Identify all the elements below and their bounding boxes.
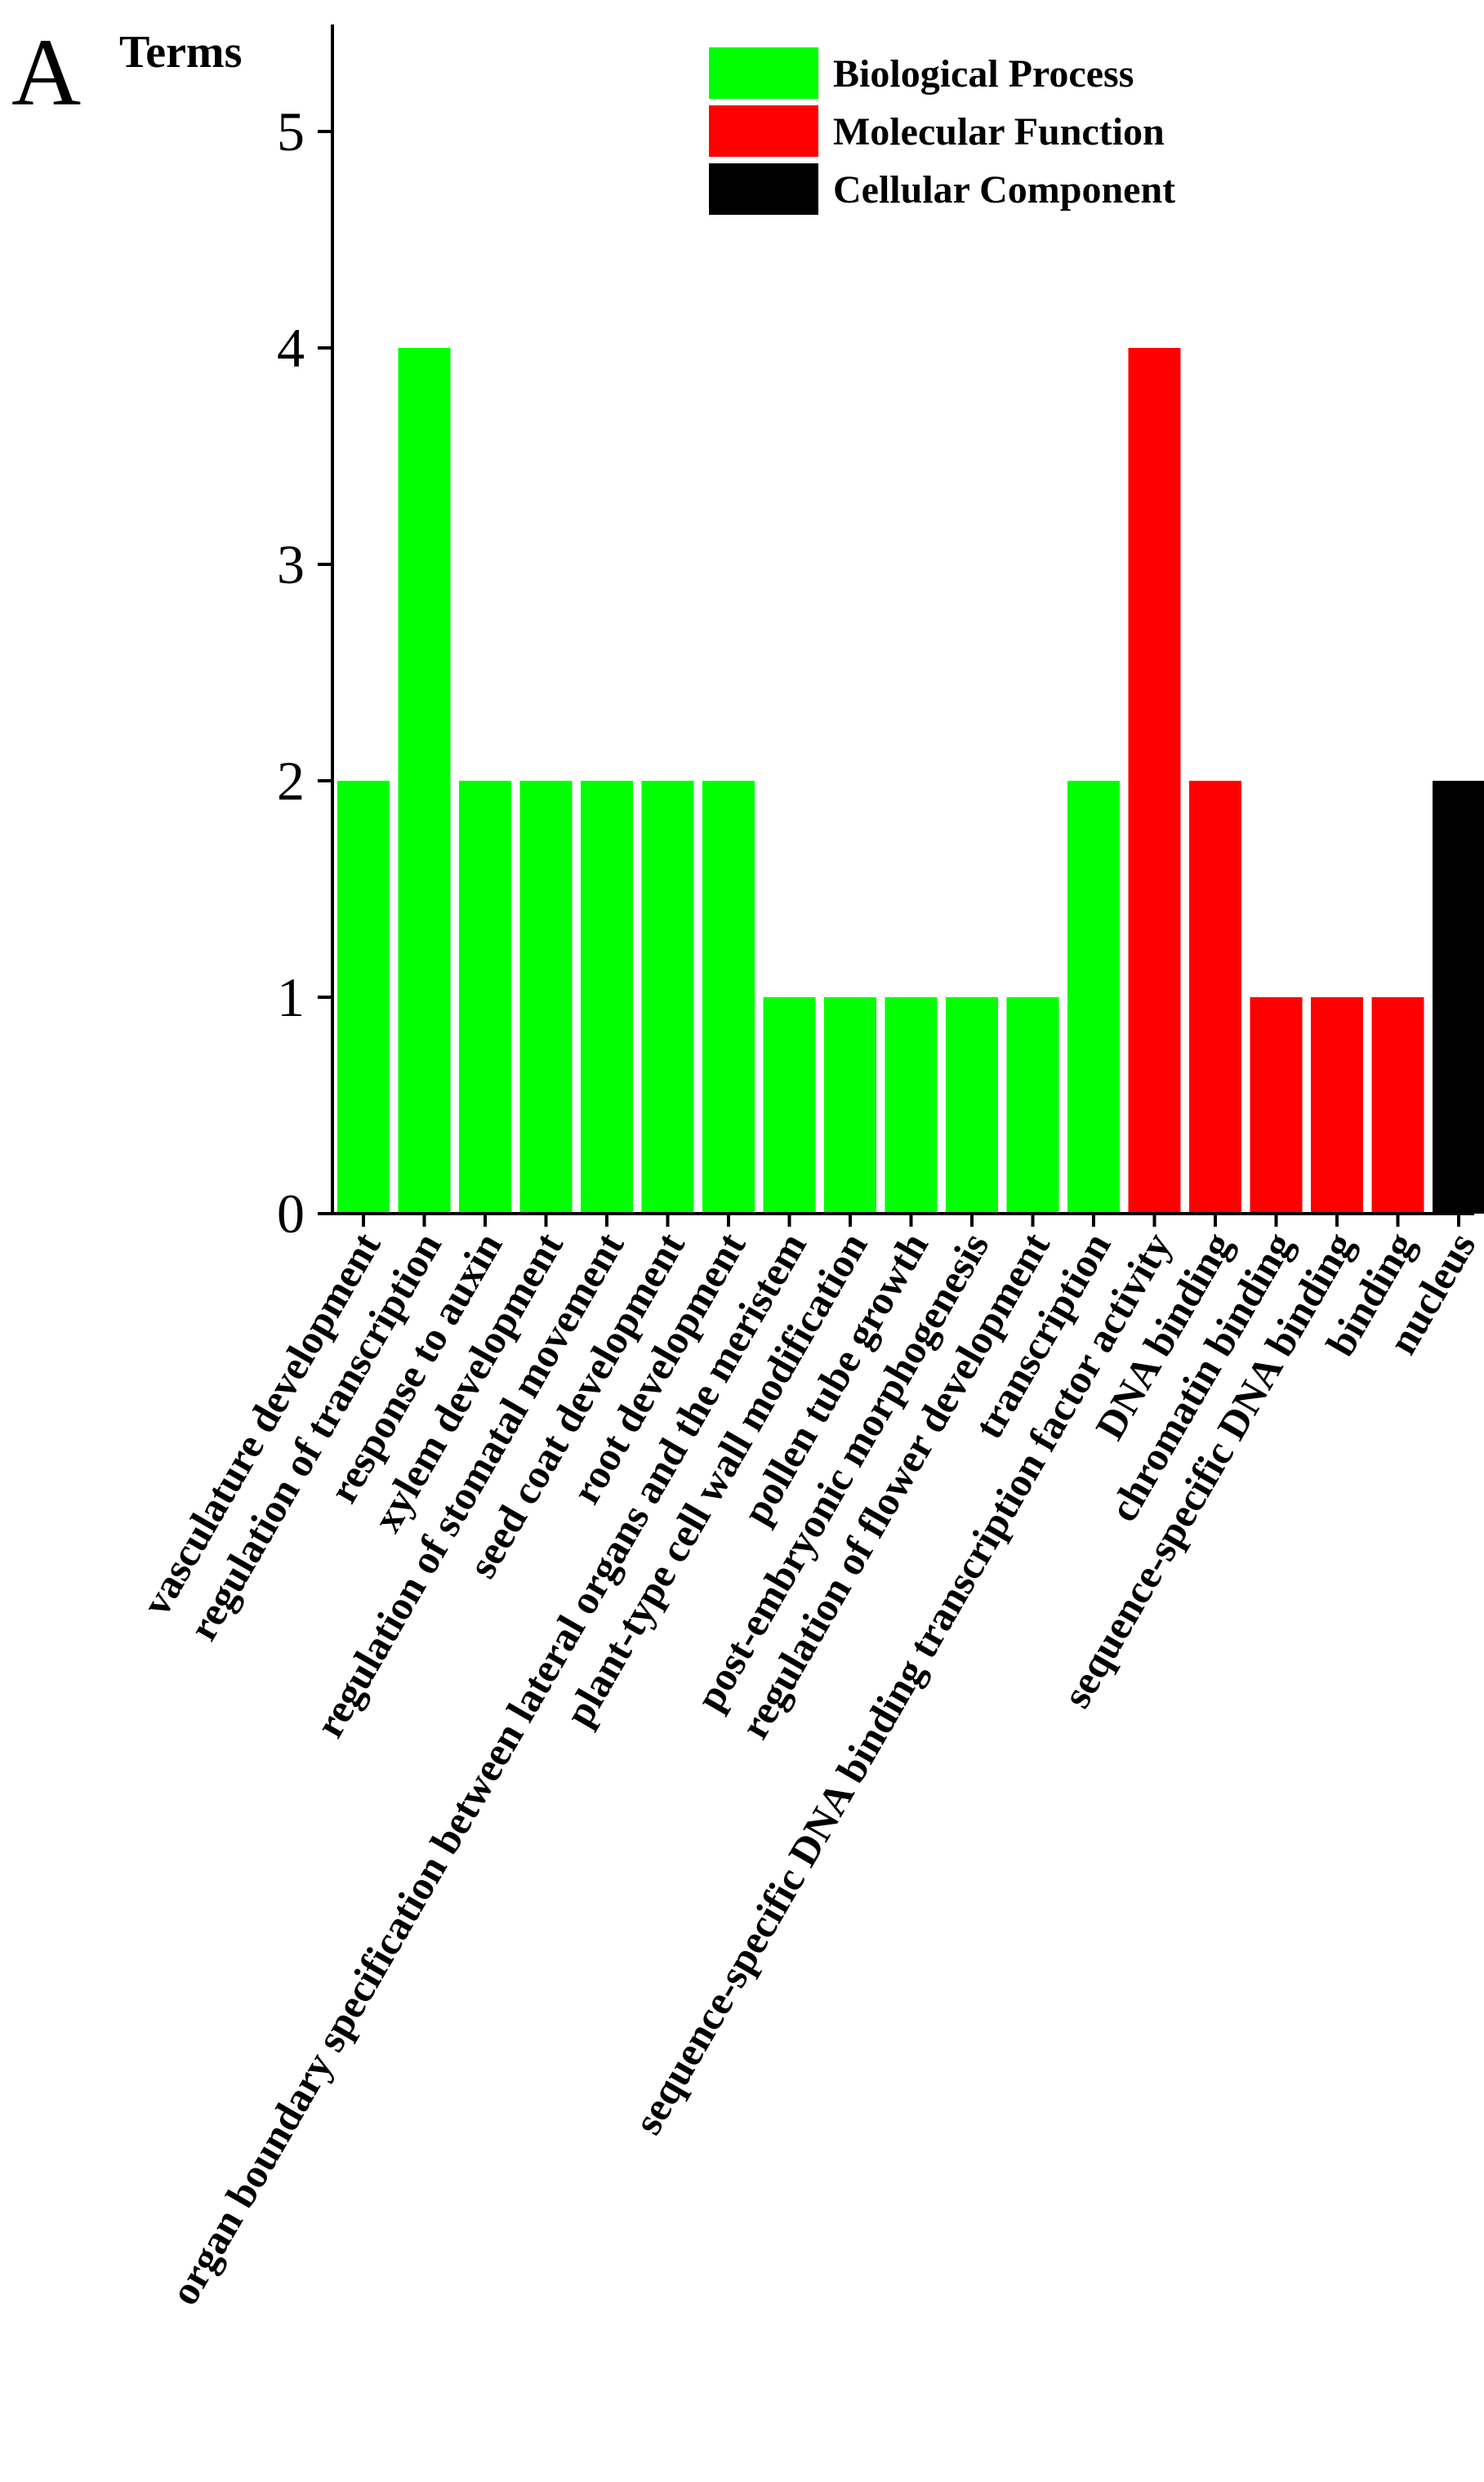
- y-axis-label: Terms: [119, 27, 242, 78]
- bar: [398, 348, 451, 1214]
- y-tick-label: 0: [277, 1183, 305, 1245]
- bar: [1433, 781, 1484, 1214]
- bar: [1371, 997, 1424, 1214]
- bar: [519, 781, 573, 1214]
- y-tick-label: 2: [277, 750, 305, 812]
- bars: [337, 348, 1484, 1214]
- y-tick-label: 5: [277, 100, 305, 163]
- bar: [885, 997, 938, 1214]
- bar: [337, 781, 390, 1214]
- legend-label: Cellular Component: [833, 168, 1175, 212]
- legend-swatch: [709, 105, 818, 157]
- panel-label: A: [11, 19, 81, 126]
- y-tick-label: 1: [277, 966, 305, 1028]
- bar: [1128, 348, 1181, 1214]
- legend-label: Biological Process: [833, 52, 1134, 96]
- bar: [946, 997, 998, 1214]
- y-ticks: 0 1 2 3 4 5: [277, 100, 332, 1245]
- bar: [702, 781, 755, 1214]
- bar: [1067, 781, 1120, 1214]
- legend-swatch: [709, 47, 818, 99]
- bar: [1311, 997, 1363, 1214]
- bar: [763, 997, 816, 1214]
- bar: [1250, 997, 1303, 1214]
- legend-swatch: [709, 163, 818, 215]
- axes: [331, 25, 1474, 1215]
- bar: [581, 781, 633, 1214]
- bar: [824, 997, 876, 1214]
- legend-label: Molecular Function: [833, 110, 1165, 154]
- y-tick-label: 4: [277, 317, 305, 379]
- bar: [459, 781, 511, 1214]
- y-tick-label: 3: [277, 533, 305, 595]
- bar: [1006, 997, 1059, 1214]
- bar: [641, 781, 694, 1214]
- legend: Biological Process Molecular Function Cell…: [709, 47, 1175, 215]
- bar: [1189, 781, 1241, 1214]
